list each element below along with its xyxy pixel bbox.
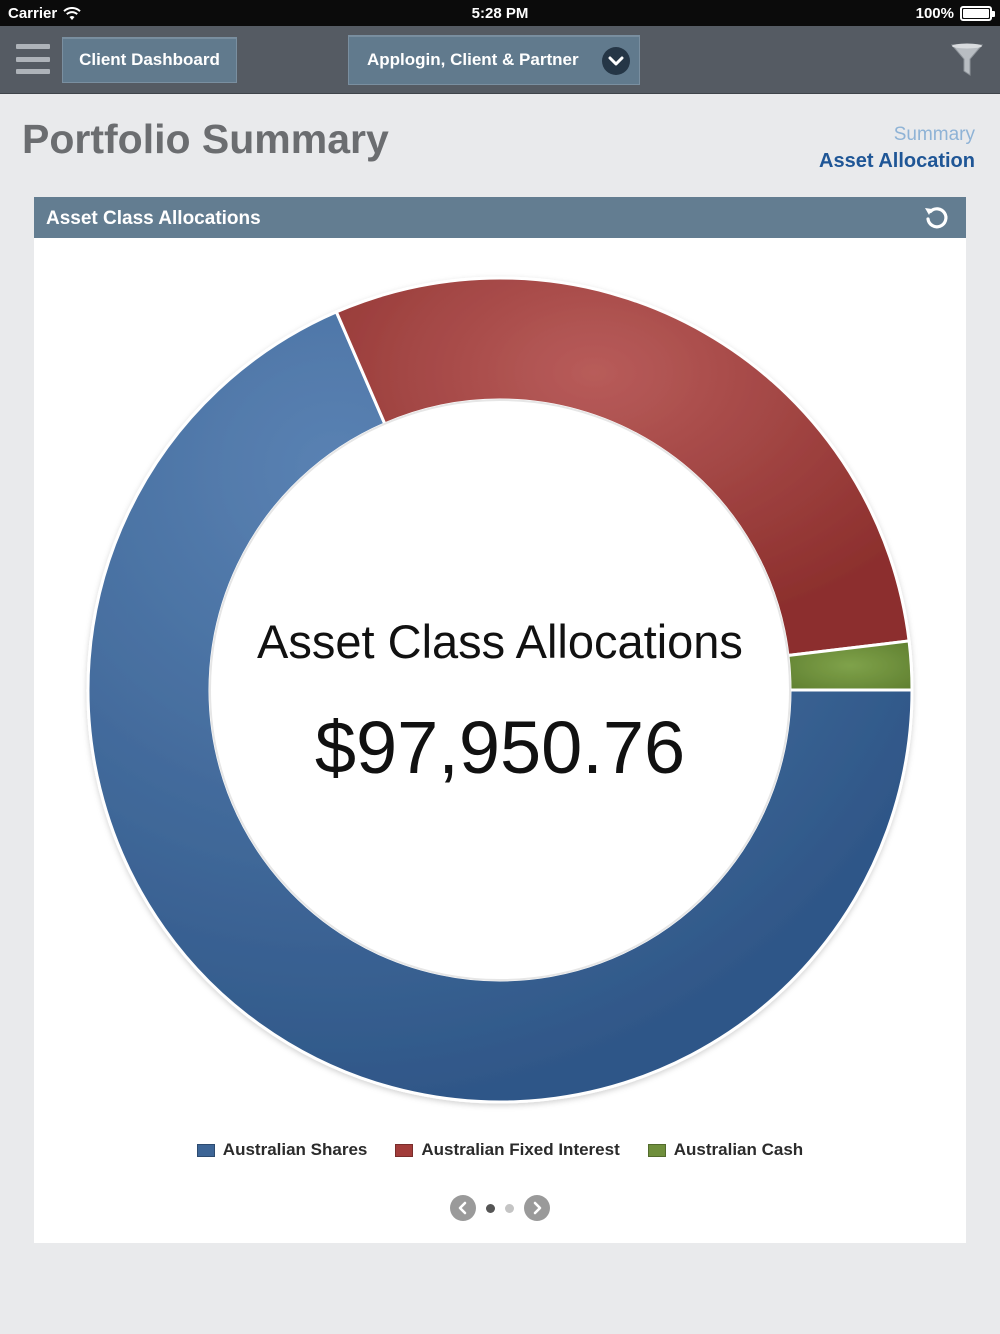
legend-item-australian-fixed-interest[interactable]: Australian Fixed Interest xyxy=(395,1140,620,1160)
legend-swatch-shares xyxy=(196,1143,215,1157)
chart-center-total: $97,950.76 xyxy=(315,706,685,789)
battery-label: 100% xyxy=(915,5,954,22)
page-dot-2[interactable] xyxy=(505,1203,514,1213)
panel-header: Asset Class Allocations xyxy=(34,197,966,238)
client-dashboard-label: Client Dashboard xyxy=(79,50,220,69)
donut-chart: Asset Class Allocations $97,950.76 xyxy=(86,276,914,1104)
refresh-icon[interactable] xyxy=(920,202,952,234)
client-selector-dropdown[interactable]: Applogin, Client & Partner xyxy=(348,35,640,85)
page-dot-1[interactable] xyxy=(486,1203,495,1213)
segment-asset-allocation[interactable]: Asset Allocation xyxy=(819,150,975,172)
page-title: Portfolio Summary xyxy=(22,116,389,162)
chevron-down-icon xyxy=(602,47,630,75)
battery-icon xyxy=(960,6,995,21)
legend-item-australian-shares[interactable]: Australian Shares xyxy=(196,1140,368,1160)
chevron-right-icon[interactable] xyxy=(524,1195,550,1221)
status-bar: Carrier 5:28 PM 100% xyxy=(0,0,1000,26)
chevron-left-icon[interactable] xyxy=(450,1195,476,1221)
battery-indicator: 100% xyxy=(915,5,995,22)
wifi-icon xyxy=(63,6,81,20)
asset-allocation-panel: Asset Class Allocations xyxy=(34,197,966,1243)
legend-label: Australian Cash xyxy=(673,1140,804,1159)
chart-legend: Australian Shares Australian Fixed Inter… xyxy=(34,1140,966,1160)
clock: 5:28 PM xyxy=(471,5,529,22)
legend-swatch-fixed-interest xyxy=(395,1143,414,1157)
segment-summary[interactable]: Summary xyxy=(893,124,975,145)
chart-center-title: Asset Class Allocations xyxy=(257,615,743,668)
panel-title: Asset Class Allocations xyxy=(46,208,261,229)
legend-label: Australian Fixed Interest xyxy=(421,1140,620,1159)
client-dashboard-button[interactable]: Client Dashboard xyxy=(62,37,237,83)
page-indicator xyxy=(34,1194,966,1222)
legend-item-australian-cash[interactable]: Australian Cash xyxy=(647,1140,804,1160)
carrier-indicator: Carrier xyxy=(8,5,81,22)
nav-bar: Client Dashboard Applogin, Client & Part… xyxy=(0,26,1000,94)
legend-label: Australian Shares xyxy=(222,1140,368,1159)
carrier-label: Carrier xyxy=(8,5,58,22)
hamburger-menu-icon[interactable] xyxy=(16,44,50,74)
client-selector-label: Applogin, Client & Partner xyxy=(367,50,579,69)
legend-swatch-cash xyxy=(647,1143,666,1157)
filter-icon[interactable] xyxy=(950,42,984,78)
